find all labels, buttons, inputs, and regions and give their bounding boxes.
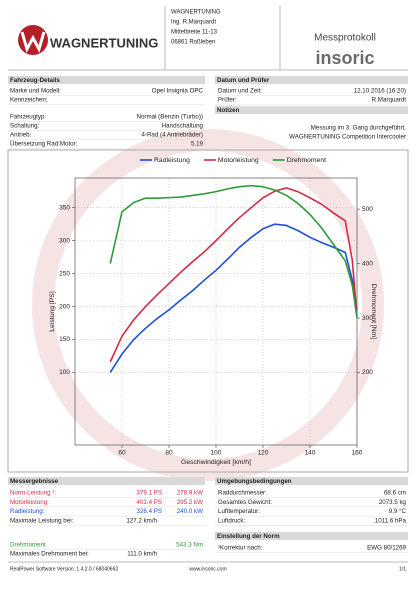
section-bar	[215, 76, 408, 84]
result-value: 543.3 Nm	[176, 542, 203, 549]
result-kw: 240.0 kW	[177, 508, 203, 515]
x-tick-label: 160	[352, 450, 363, 457]
section-heading: Messergebnisse	[10, 478, 59, 485]
y-tick-label: 200	[59, 303, 70, 310]
field-label: Kennzeichen:	[10, 97, 48, 104]
address-line: Mittelbreite 11-13	[171, 30, 218, 36]
address-line: WAGNERTUNING	[171, 10, 221, 16]
brand-name: WAGNERTUNING	[50, 35, 158, 50]
note-line: Messung im 3. Gang durchgeführt.	[311, 125, 407, 132]
footer-text: RealPower Software Version: 1.4.2.0 / 68…	[10, 566, 118, 572]
report-title: Messprotokoll	[314, 33, 376, 44]
field-label: Prüfer:	[218, 97, 237, 104]
footer-url: www.insoric.com	[189, 566, 226, 572]
section-bar	[215, 477, 408, 485]
result-ps: 326.4 PS	[137, 508, 162, 515]
section-bar	[8, 477, 205, 485]
x-tick-label: 60	[118, 450, 126, 457]
result-label: Norm-Leistung ¹:	[10, 490, 56, 497]
field-value: Opel Insignia OPC	[152, 88, 204, 95]
y2-axis-title: Drehmoment [Nm]	[370, 284, 377, 340]
field-value: 4-Rad (4 Antriebräder)	[141, 132, 203, 139]
legend-label: Motorleistung	[218, 157, 259, 164]
address-line: Ing. R.Marquardt	[171, 20, 216, 26]
field-label: Antrieb:	[10, 132, 32, 139]
y2-tick-label: 300	[362, 315, 373, 322]
result-label: Motorleistung:	[10, 499, 49, 506]
result-label: Drehmoment	[10, 542, 46, 549]
field-label: Raddurchmesser:	[218, 490, 267, 497]
field-label: Schaltung:	[10, 123, 40, 130]
field-value: 12.10.2016 (16:20)	[354, 88, 406, 95]
section-heading: Einstellung der Norm	[217, 533, 280, 540]
legend-label: Drehmoment	[287, 157, 326, 164]
field-label: Übersetzung Rad:Motor:	[10, 141, 78, 148]
y-tick-label: 300	[59, 237, 70, 244]
x-axis-title: Geschwindigkeit [km/h]	[181, 459, 251, 466]
watermark	[32, 129, 384, 481]
field-label: Datum und Zeit:	[218, 88, 262, 95]
section-heading: Fahrzeug-Details	[10, 77, 60, 84]
series-line	[109, 223, 358, 373]
y-tick-label: 100	[59, 369, 70, 376]
x-tick-label: 80	[165, 450, 173, 457]
x-tick-label: 100	[211, 450, 222, 457]
y-tick-label: 350	[59, 204, 70, 211]
address-line: 06861 Roßleben	[171, 40, 215, 46]
y-tick-label: 150	[59, 336, 70, 343]
field-value: 9.9 °C	[389, 508, 407, 515]
y2-tick-label: 200	[362, 369, 373, 376]
result-ps: 401.4 PS	[137, 499, 162, 506]
result-ps: 379.1 PS	[137, 490, 162, 497]
section-heading: Umgebungsbedingungen	[217, 478, 292, 485]
field-value: EWG 80/1269	[367, 545, 406, 552]
field-value: R.Marquardt	[372, 97, 407, 104]
result-value: 127.2 km/h	[126, 518, 157, 525]
section-heading: Datum und Prüfer	[217, 77, 270, 84]
y2-tick-label: 500	[362, 206, 373, 213]
result-kw: 278.9 kW	[177, 490, 203, 497]
field-value: 68.6 cm	[384, 490, 406, 497]
section-heading: Notizen	[217, 107, 240, 114]
x-tick-label: 120	[258, 450, 269, 457]
logo-w	[20, 31, 46, 53]
chart-frame	[7, 149, 409, 473]
field-value: 5.19	[191, 141, 204, 148]
result-label: Maximales Drehmoment bei:	[10, 551, 89, 558]
field-label: Fahrzeugtyp:	[10, 114, 46, 121]
field-value: Handschaltung	[162, 123, 204, 130]
page-number: 1/1	[399, 566, 406, 572]
note-line: WAGNERTUNING Competition Intercooler	[289, 134, 406, 141]
x-tick-label: 140	[305, 450, 316, 457]
field-label: Marke und Modell:	[10, 88, 61, 95]
result-kw: 295.2 kW	[177, 499, 203, 506]
field-label: Lufttemperatur:	[218, 508, 260, 515]
section-bar	[8, 76, 205, 84]
result-label: Radleistung:	[10, 508, 45, 515]
section-bar	[215, 106, 408, 114]
result-label: Maximale Leistung bei:	[10, 518, 74, 525]
field-value: 2073.5 kg	[379, 499, 407, 506]
y-axis-title: Leistung [PS]	[49, 291, 56, 332]
result-value: 111.0 km/h	[127, 551, 157, 558]
series-line	[109, 184, 358, 319]
series-line	[109, 187, 358, 363]
vendor-logo: insoric	[315, 48, 374, 68]
plot-frame	[74, 177, 358, 446]
field-label: Luftdruck:	[218, 518, 245, 525]
field-label: Gesamtes Gewicht:	[218, 499, 272, 506]
field-label: ¹Korrektur nach:	[218, 545, 263, 552]
section-bar	[215, 532, 408, 540]
y2-tick-label: 400	[362, 260, 373, 267]
field-value: 1011.6 hPa	[375, 518, 407, 525]
legend-label: Radleistung	[154, 157, 190, 164]
field-value: Normal (Benzin (Turbo))	[137, 114, 203, 121]
y-tick-label: 250	[59, 270, 70, 277]
